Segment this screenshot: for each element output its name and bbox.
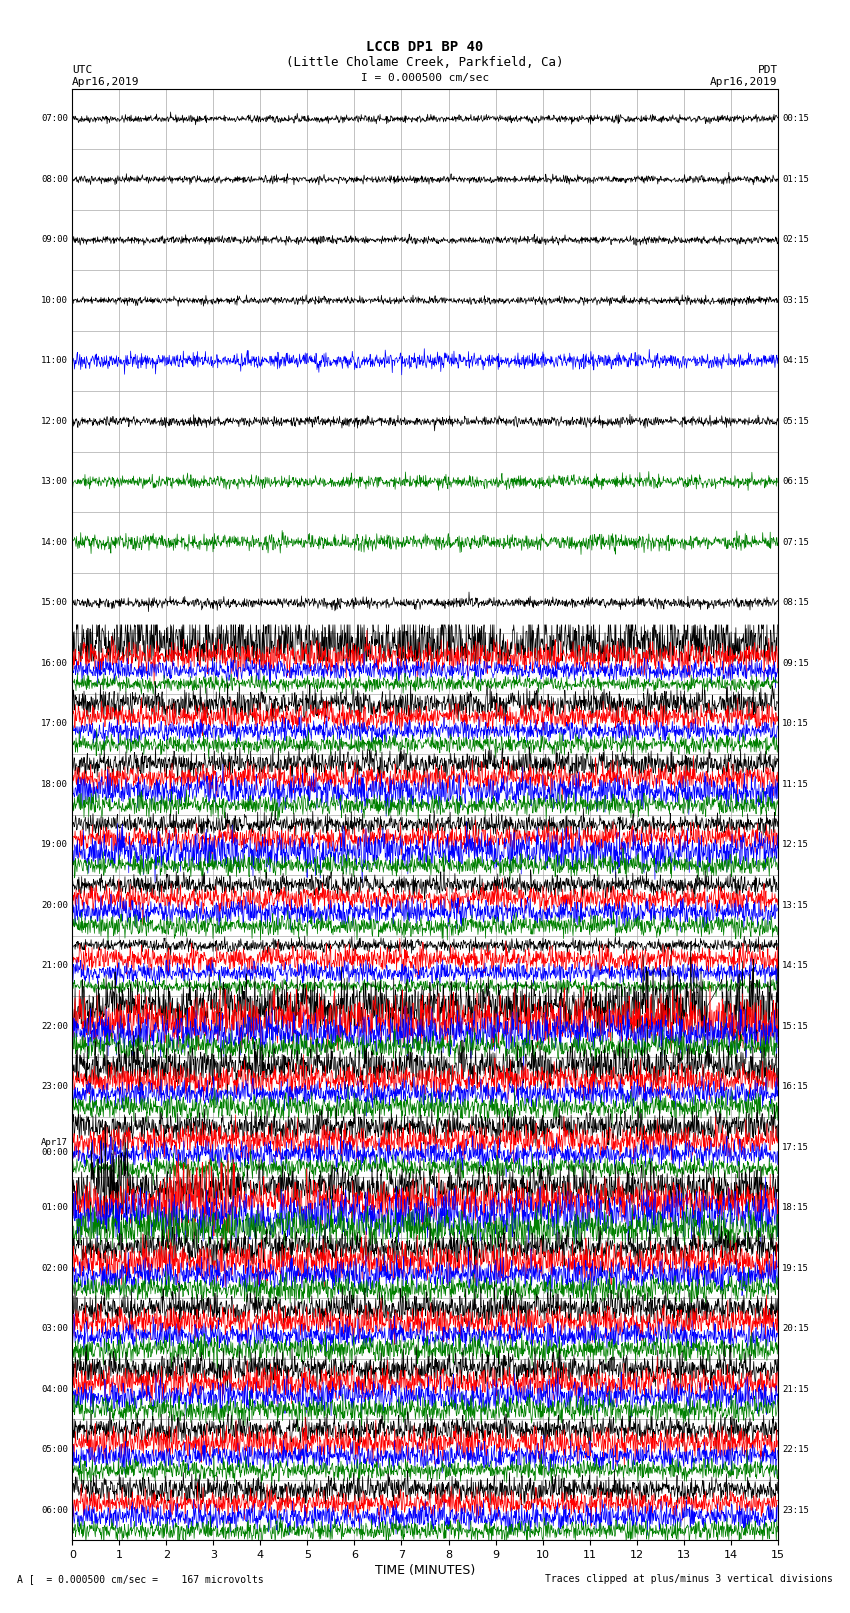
Text: 03:00: 03:00 [41,1324,68,1334]
Text: LCCB DP1 BP 40: LCCB DP1 BP 40 [366,40,484,55]
Text: 15:15: 15:15 [782,1021,809,1031]
Text: 23:15: 23:15 [782,1505,809,1515]
Text: 14:15: 14:15 [782,961,809,971]
Text: 01:00: 01:00 [41,1203,68,1213]
Text: 08:15: 08:15 [782,598,809,608]
Text: UTC: UTC [72,65,93,74]
Text: 07:15: 07:15 [782,537,809,547]
Text: 05:00: 05:00 [41,1445,68,1455]
Text: Apr16,2019: Apr16,2019 [72,77,139,87]
Text: 07:00: 07:00 [41,115,68,124]
Text: 17:15: 17:15 [782,1142,809,1152]
Text: 06:15: 06:15 [782,477,809,487]
Text: 18:00: 18:00 [41,779,68,789]
Text: 22:15: 22:15 [782,1445,809,1455]
Text: I = 0.000500 cm/sec: I = 0.000500 cm/sec [361,73,489,82]
Text: 01:15: 01:15 [782,174,809,184]
Text: (Little Cholame Creek, Parkfield, Ca): (Little Cholame Creek, Parkfield, Ca) [286,56,564,69]
Text: PDT: PDT [757,65,778,74]
Text: 13:00: 13:00 [41,477,68,487]
Text: A [  = 0.000500 cm/sec =    167 microvolts: A [ = 0.000500 cm/sec = 167 microvolts [17,1574,264,1584]
Text: 15:00: 15:00 [41,598,68,608]
Text: 21:15: 21:15 [782,1384,809,1394]
Text: 12:00: 12:00 [41,416,68,426]
Text: 14:00: 14:00 [41,537,68,547]
Text: 09:15: 09:15 [782,658,809,668]
Text: 19:00: 19:00 [41,840,68,850]
Text: 10:00: 10:00 [41,295,68,305]
Text: 09:00: 09:00 [41,235,68,245]
Text: Traces clipped at plus/minus 3 vertical divisions: Traces clipped at plus/minus 3 vertical … [545,1574,833,1584]
Text: 03:15: 03:15 [782,295,809,305]
Text: 02:00: 02:00 [41,1263,68,1273]
Text: 16:00: 16:00 [41,658,68,668]
Text: 20:00: 20:00 [41,900,68,910]
Text: 23:00: 23:00 [41,1082,68,1092]
Text: 18:15: 18:15 [782,1203,809,1213]
X-axis label: TIME (MINUTES): TIME (MINUTES) [375,1565,475,1578]
Text: 08:00: 08:00 [41,174,68,184]
Text: 22:00: 22:00 [41,1021,68,1031]
Text: 06:00: 06:00 [41,1505,68,1515]
Text: 04:00: 04:00 [41,1384,68,1394]
Text: 12:15: 12:15 [782,840,809,850]
Text: 19:15: 19:15 [782,1263,809,1273]
Text: Apr16,2019: Apr16,2019 [711,77,778,87]
Text: 16:15: 16:15 [782,1082,809,1092]
Text: 17:00: 17:00 [41,719,68,729]
Text: 11:00: 11:00 [41,356,68,366]
Text: Apr17
00:00: Apr17 00:00 [41,1137,68,1157]
Text: 02:15: 02:15 [782,235,809,245]
Text: 21:00: 21:00 [41,961,68,971]
Text: 10:15: 10:15 [782,719,809,729]
Text: 00:15: 00:15 [782,115,809,124]
Text: 05:15: 05:15 [782,416,809,426]
Text: 04:15: 04:15 [782,356,809,366]
Text: 11:15: 11:15 [782,779,809,789]
Text: 13:15: 13:15 [782,900,809,910]
Text: 20:15: 20:15 [782,1324,809,1334]
